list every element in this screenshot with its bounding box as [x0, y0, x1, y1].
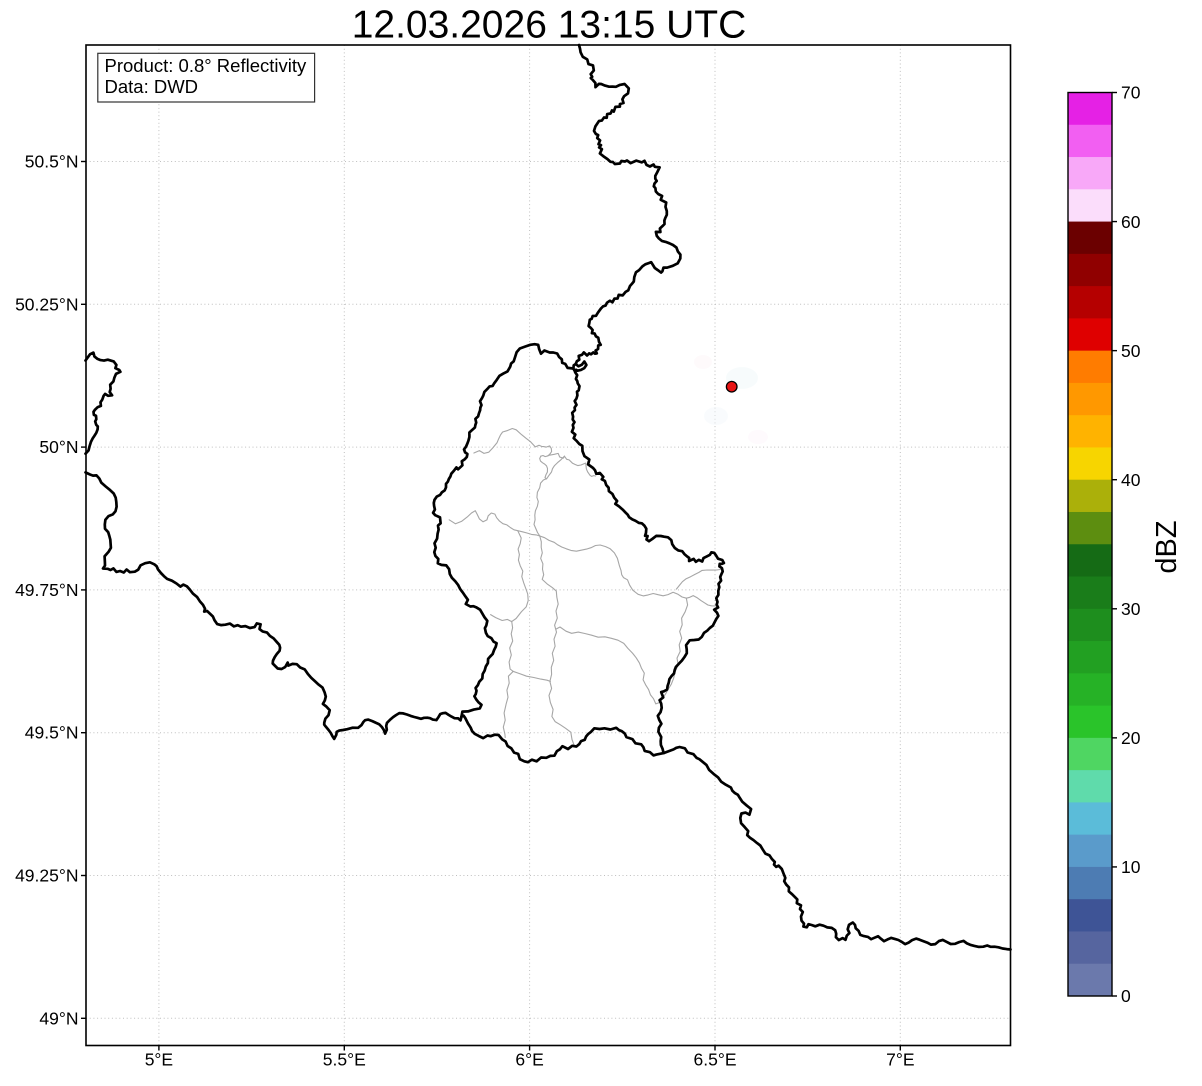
svg-text:Product: 0.8° Reflectivity: Product: 0.8° Reflectivity: [105, 55, 307, 76]
svg-text:50.25°N: 50.25°N: [15, 294, 78, 314]
svg-text:6.5°E: 6.5°E: [694, 1050, 737, 1070]
svg-text:49°N: 49°N: [39, 1008, 78, 1028]
svg-text:12.03.2026 13:15 UTC: 12.03.2026 13:15 UTC: [352, 4, 747, 47]
svg-text:0: 0: [1121, 986, 1131, 1006]
svg-text:60: 60: [1121, 212, 1141, 232]
svg-text:7°E: 7°E: [886, 1050, 914, 1070]
svg-text:50°N: 50°N: [39, 437, 78, 457]
svg-text:49.25°N: 49.25°N: [15, 866, 78, 886]
svg-text:70: 70: [1121, 83, 1141, 103]
svg-text:dBZ: dBZ: [1151, 520, 1183, 573]
svg-text:6°E: 6°E: [515, 1050, 543, 1070]
svg-text:5°E: 5°E: [145, 1050, 173, 1070]
svg-text:40: 40: [1121, 470, 1141, 490]
svg-text:20: 20: [1121, 728, 1141, 748]
svg-text:5.5°E: 5.5°E: [323, 1050, 366, 1070]
svg-text:Data: DWD: Data: DWD: [105, 76, 199, 97]
svg-text:10: 10: [1121, 857, 1141, 877]
svg-text:49.5°N: 49.5°N: [25, 723, 79, 743]
svg-text:49.75°N: 49.75°N: [15, 580, 78, 600]
svg-text:30: 30: [1121, 599, 1141, 619]
svg-text:50.5°N: 50.5°N: [25, 152, 79, 172]
svg-text:50: 50: [1121, 341, 1141, 361]
